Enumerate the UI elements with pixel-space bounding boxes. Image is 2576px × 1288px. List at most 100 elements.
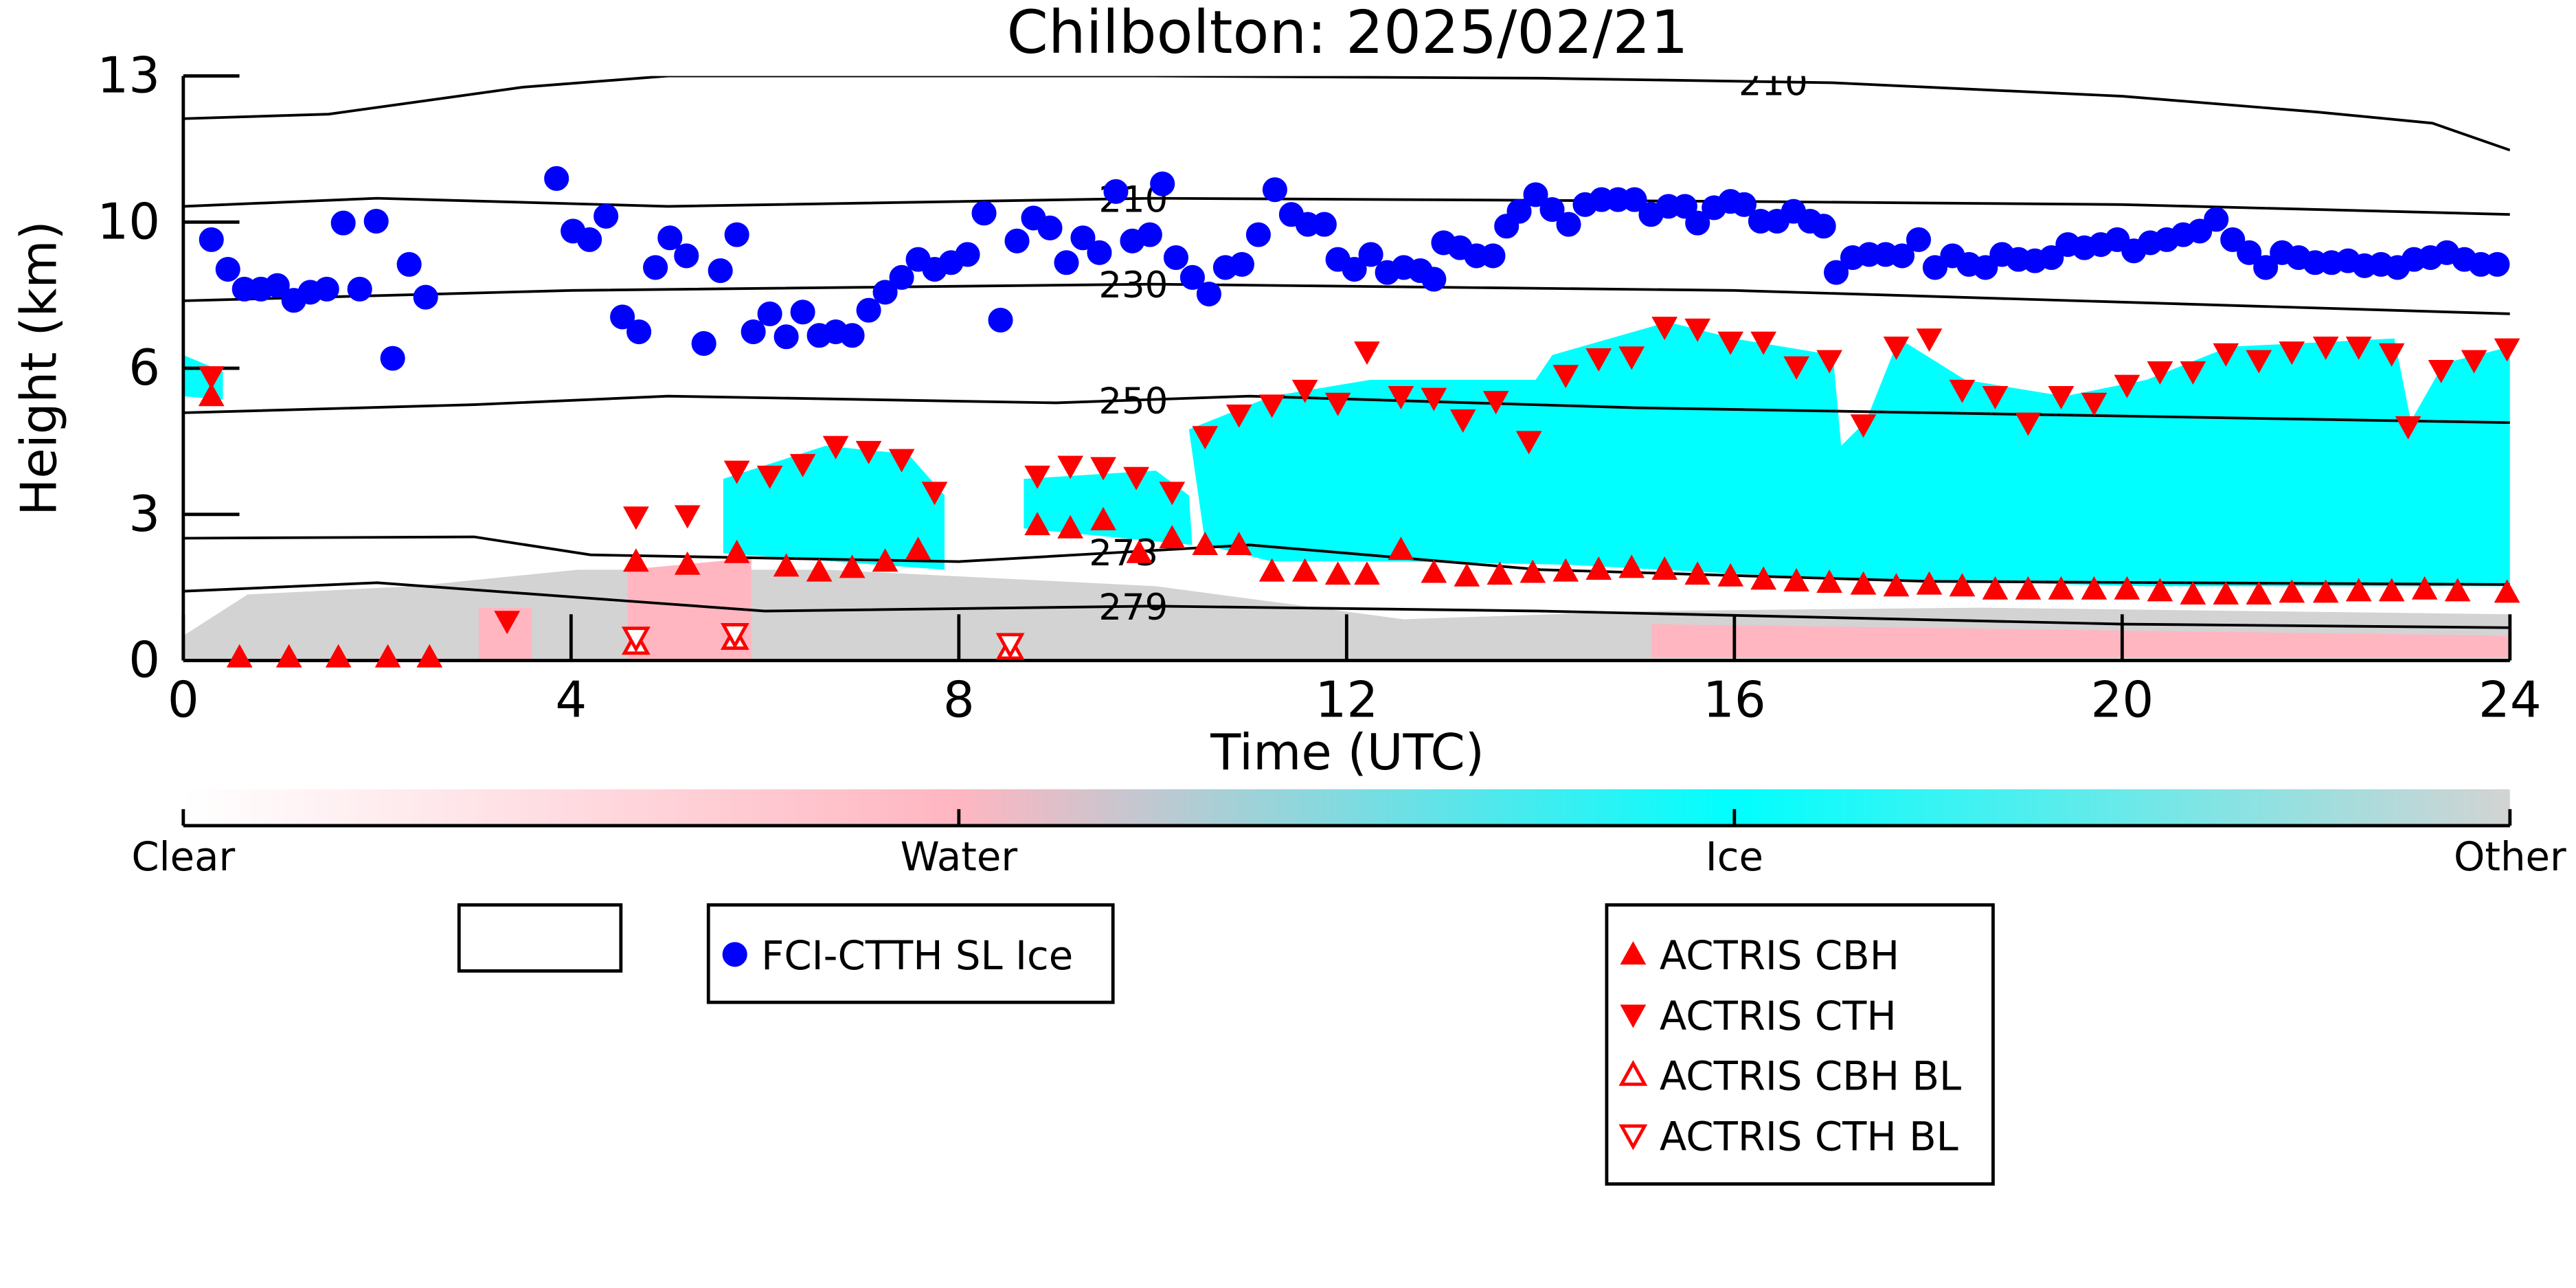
point [199,227,224,252]
point [889,264,914,290]
triangle-down-marker [198,366,225,390]
triangle-up-marker [806,558,833,582]
triangle-up-marker [674,551,701,575]
legend-empty-box [457,903,623,973]
y-tick-label: 10 [97,193,160,251]
triangle-down-marker [1192,426,1219,450]
point [413,284,438,310]
legend-label: ACTRIS CTH BL [1660,1113,1958,1160]
contour-label: 273 [1089,532,1158,574]
triangle-down-marker [2494,338,2520,362]
triangle-down-marker [494,611,521,635]
triangle-up-marker [1090,507,1116,530]
triangle-up-marker [1024,512,1051,536]
y-axis-label: Height (km) [11,221,69,516]
point [1421,267,1447,292]
point [626,319,652,345]
triangle-down-marker [1057,455,1083,479]
point [1480,243,1506,269]
triangle-up-marker [1883,573,1910,597]
contour-label: 230 [1098,264,1168,306]
triangle-up-marker [1552,558,1579,582]
triangle-up-marker [1916,571,1943,595]
triangle-down-marker [674,505,701,529]
triangle-down-marker [1482,391,1509,415]
triangle-up-marker [839,554,866,578]
point [544,166,569,191]
triangle-down-marker [789,453,816,477]
point [1004,228,1030,253]
triangle-down-marker [1783,356,1810,380]
triangle-down-marker [621,626,651,653]
triangle-down-marker [1620,1004,1647,1028]
x-tick-label: 4 [555,671,587,729]
contour-line [183,76,2510,152]
triangle-up-marker [2246,581,2272,605]
contour-line [183,282,2510,315]
point [2204,207,2229,232]
triangle-down-marker [1618,346,1645,370]
triangle-up-marker [1982,576,2009,600]
triangle-down-marker [2048,385,2075,409]
x-tick-label: 20 [2090,671,2154,729]
cloud-mask [183,321,2510,661]
triangle-up-marker [1850,571,1877,595]
point [988,307,1013,333]
point [741,319,766,345]
point [1556,212,1581,237]
triangle-down-marker [1225,404,1252,428]
point [955,242,980,267]
point [2485,251,2510,277]
point [1087,240,1112,265]
triangle-up-marker [1487,561,1513,585]
triangle-up-marker [1258,558,1285,582]
point [314,276,339,302]
triangle-up-marker [416,644,443,668]
triangle-up-marker [2147,578,2173,602]
contour-label: 279 [1098,587,1168,629]
triangle-up-marker [2015,576,2042,600]
triangle-down-marker [1916,328,1943,352]
triangle-up-marker [2048,576,2075,600]
triangle-up-marker [723,539,750,563]
x-tick-label: 24 [2478,671,2542,729]
contour-line [183,394,2510,425]
legend-box [706,903,1115,1004]
legend-label: ACTRIS CBH BL [1660,1053,1961,1100]
triangle-up-marker [2411,576,2438,600]
triangle-up-marker [623,548,649,572]
triangle-down-marker [1717,331,1744,355]
triangle-up-marker [2213,581,2239,605]
y-tick-label: 13 [97,47,160,105]
triangle-down-marker [1421,387,1447,411]
point [856,297,881,323]
point [1906,227,1932,252]
triangle-down-marker [1618,1124,1648,1151]
triangle-down-marker [2279,341,2305,365]
point [1889,243,1915,269]
triangle-down-marker [1388,385,1414,409]
triangle-up-marker [2114,576,2140,600]
triangle-down-marker [2114,374,2140,398]
triangle-up-marker [1354,561,1380,585]
triangle-down-marker [921,482,948,506]
point [396,251,422,277]
triangle-up-marker [1126,539,1153,563]
point [1539,196,1565,223]
colorbar-labels: Clear Water Ice Other [131,809,2566,880]
point [1070,225,1096,251]
point [1823,260,1849,285]
water-region [627,558,752,661]
point [1685,210,1710,236]
triangle-up-marker [2444,578,2471,602]
point [1731,192,1756,217]
triangle-up-marker [2279,579,2305,603]
point [1163,245,1188,271]
point [1523,182,1548,207]
triangle-up-marker [1816,569,1843,593]
axes: 0 3 6 10 13 0 4 8 12 16 20 24 [97,47,2541,730]
y-tick-label: 0 [128,632,160,690]
triangle-down-marker [2378,343,2405,367]
